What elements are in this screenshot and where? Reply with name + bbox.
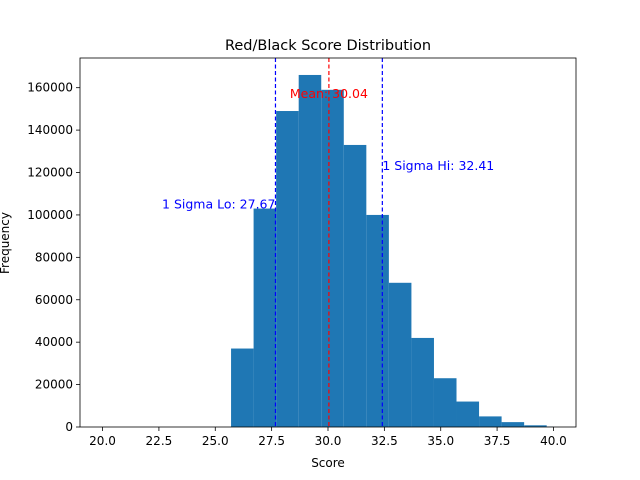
x-tick-label: 30.0 <box>315 434 342 448</box>
x-tick-label: 25.0 <box>202 434 229 448</box>
y-axis: 0 20000 40000 60000 80000 100000 120000 140000 1… <box>27 81 80 434</box>
y-tick-label: 20000 <box>35 378 73 392</box>
sigma-hi-label: 1 Sigma Hi: 32.41 <box>382 158 494 173</box>
y-tick-label: 0 <box>65 420 73 434</box>
histogram-bar <box>433 378 457 427</box>
x-tick-label: 20.0 <box>89 434 116 448</box>
y-tick-label: 80000 <box>35 250 73 264</box>
x-tick-label: 27.5 <box>258 434 285 448</box>
y-axis-label: Frequency <box>0 212 12 274</box>
histogram-bar <box>501 422 525 427</box>
histogram-bar <box>388 282 412 427</box>
histogram-bar <box>253 208 277 427</box>
y-tick-label: 100000 <box>27 208 73 222</box>
reference-lines-group <box>274 58 383 427</box>
x-axis-label: Score <box>311 456 345 470</box>
sigma-lo-label: 1 Sigma Lo: 27.67 <box>162 196 275 211</box>
mean-label: Mean: 30.04 <box>290 86 368 101</box>
histogram-bar <box>456 401 480 427</box>
plot-frame <box>79 57 577 428</box>
y-tick-label: 160000 <box>27 81 73 95</box>
histogram-bar <box>479 416 502 427</box>
histogram-bar <box>411 337 434 427</box>
chart-title: Red/Black Score Distribution <box>225 38 431 54</box>
histogram-bar <box>343 144 367 427</box>
histogram-bar <box>321 89 344 427</box>
bars-group <box>231 74 554 427</box>
histogram-bar <box>276 111 299 427</box>
x-tick-label: 32.5 <box>371 434 398 448</box>
y-tick-label: 140000 <box>27 123 73 137</box>
x-tick-label: 37.5 <box>484 434 511 448</box>
x-tick-label: 35.0 <box>427 434 454 448</box>
y-tick-label: 40000 <box>35 335 73 349</box>
x-axis: 20.0 22.5 25.0 27.5 30.0 32.5 35.0 37.5 40.0 <box>89 427 567 448</box>
histogram-bar <box>366 214 389 427</box>
annotations-group: Mean: 30.04 1 Sigma Lo: 27.67 1 Sigma Hi: … <box>162 86 494 211</box>
x-tick-label: 22.5 <box>146 434 173 448</box>
x-tick-label: 40.0 <box>540 434 567 448</box>
histogram-bar <box>231 348 254 427</box>
histogram-bar <box>298 74 322 427</box>
y-tick-label: 120000 <box>27 166 73 180</box>
histogram-bar <box>524 425 547 427</box>
y-tick-label: 60000 <box>35 293 73 307</box>
